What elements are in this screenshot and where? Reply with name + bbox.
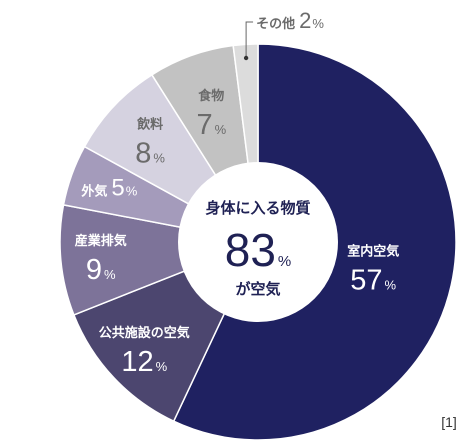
center-unit: % [278,253,291,270]
pie-slice-3 [59,204,261,316]
slice-value-label-5: 8% [135,138,165,170]
slice-name-7: その他 [256,16,295,32]
leader-dot [243,55,249,61]
slice-unit-6: % [215,122,227,137]
slice-value-label-1: 57% [350,265,396,297]
center-title: 身体に入る物質 [205,199,310,217]
center-value-group: 83% [225,224,292,276]
slice-value-4: 5 [111,175,124,202]
slice-value-6: 7 [196,109,212,141]
center-subtitle: が空気 [235,280,280,298]
slice-unit-4: % [126,184,138,199]
slice-label-7: その他 2% [256,8,324,33]
slice-value-1: 57 [350,265,382,297]
slice-value-label-3: 9% [86,254,116,286]
slice-value-label-6: 7% [196,109,226,141]
slice-name-3: 産業排気 [75,233,127,249]
slice-value-3: 9 [86,254,102,286]
slice-name-1: 室内空気 [347,244,399,260]
slice-name-6: 食物 [198,88,224,104]
slice-unit-7: % [312,16,324,31]
slice-unit-3: % [104,267,116,282]
slice-unit-2: % [156,359,168,374]
slice-value-label-2: 12% [121,346,167,378]
slice-unit-1: % [385,278,397,293]
leader-line [245,21,254,58]
slice-name-4: 外気 [80,184,107,200]
slice-value-2: 12 [121,346,153,378]
slice-name-2: 公共施設の空気 [99,325,190,341]
center-hole [178,162,338,322]
slice-name-5: 飲料 [136,117,163,133]
slice-label-4: 外気 5% [80,175,137,202]
center-value: 83 [225,224,276,276]
slice-value-7: 2 [299,8,311,33]
slice-value-5: 8 [135,138,151,170]
slice-unit-5: % [153,151,165,166]
reference-note: [1] [441,414,457,430]
